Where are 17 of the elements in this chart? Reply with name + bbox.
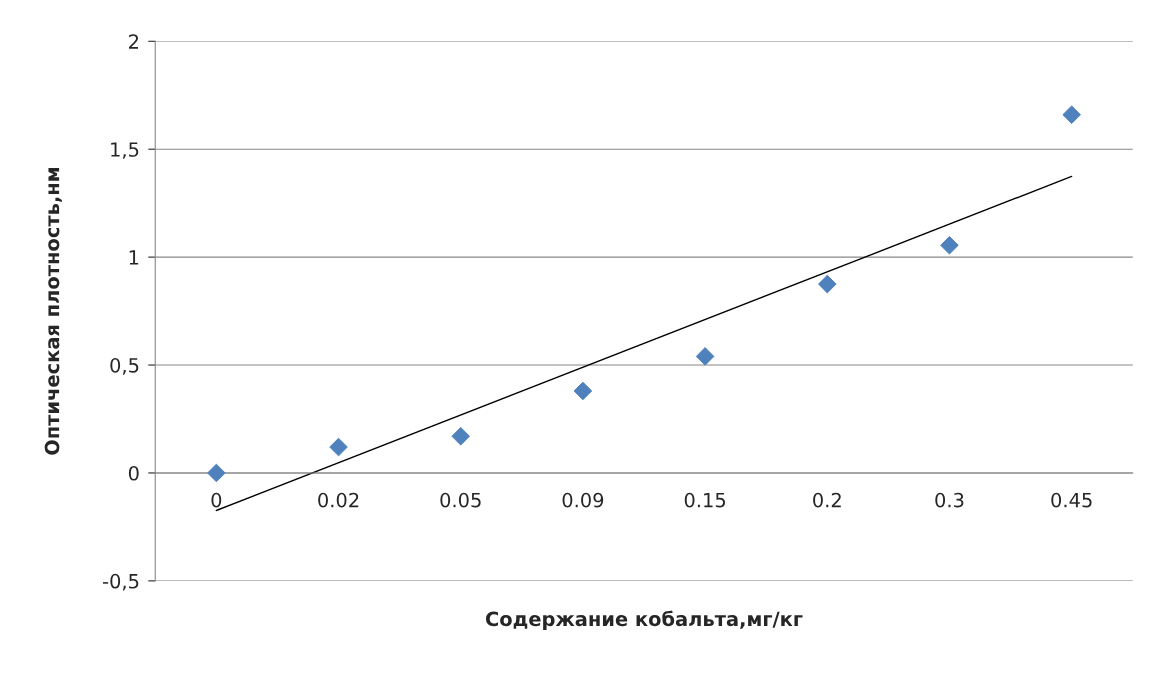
y-tick-label: 0 [128,465,139,481]
y-tick-label: 2 [129,34,139,49]
x-tick-label: 0.09 [562,492,604,508]
y-tick-label: 0,5 [110,357,139,375]
x-tick-label: 0.3 [935,492,964,508]
x-tick-label: 0.05 [440,492,481,508]
y-tick-label: -0,5 [102,573,139,591]
x-tick-label: 0.2 [813,492,841,508]
x-tick-label: 0.15 [684,492,726,508]
point [329,437,348,457]
x-tick-label: 0 [211,492,222,508]
x-axis-title: Содержание кобальта,мг/кг [485,610,803,630]
y-axis-title: Оптическая плотность,нм [44,168,62,455]
x-tick-label: 0.45 [1051,492,1092,508]
y-tick-label: 1 [129,250,139,265]
x-tick-label: 0.02 [318,492,359,508]
y-tick-label: 1,5 [111,142,139,159]
